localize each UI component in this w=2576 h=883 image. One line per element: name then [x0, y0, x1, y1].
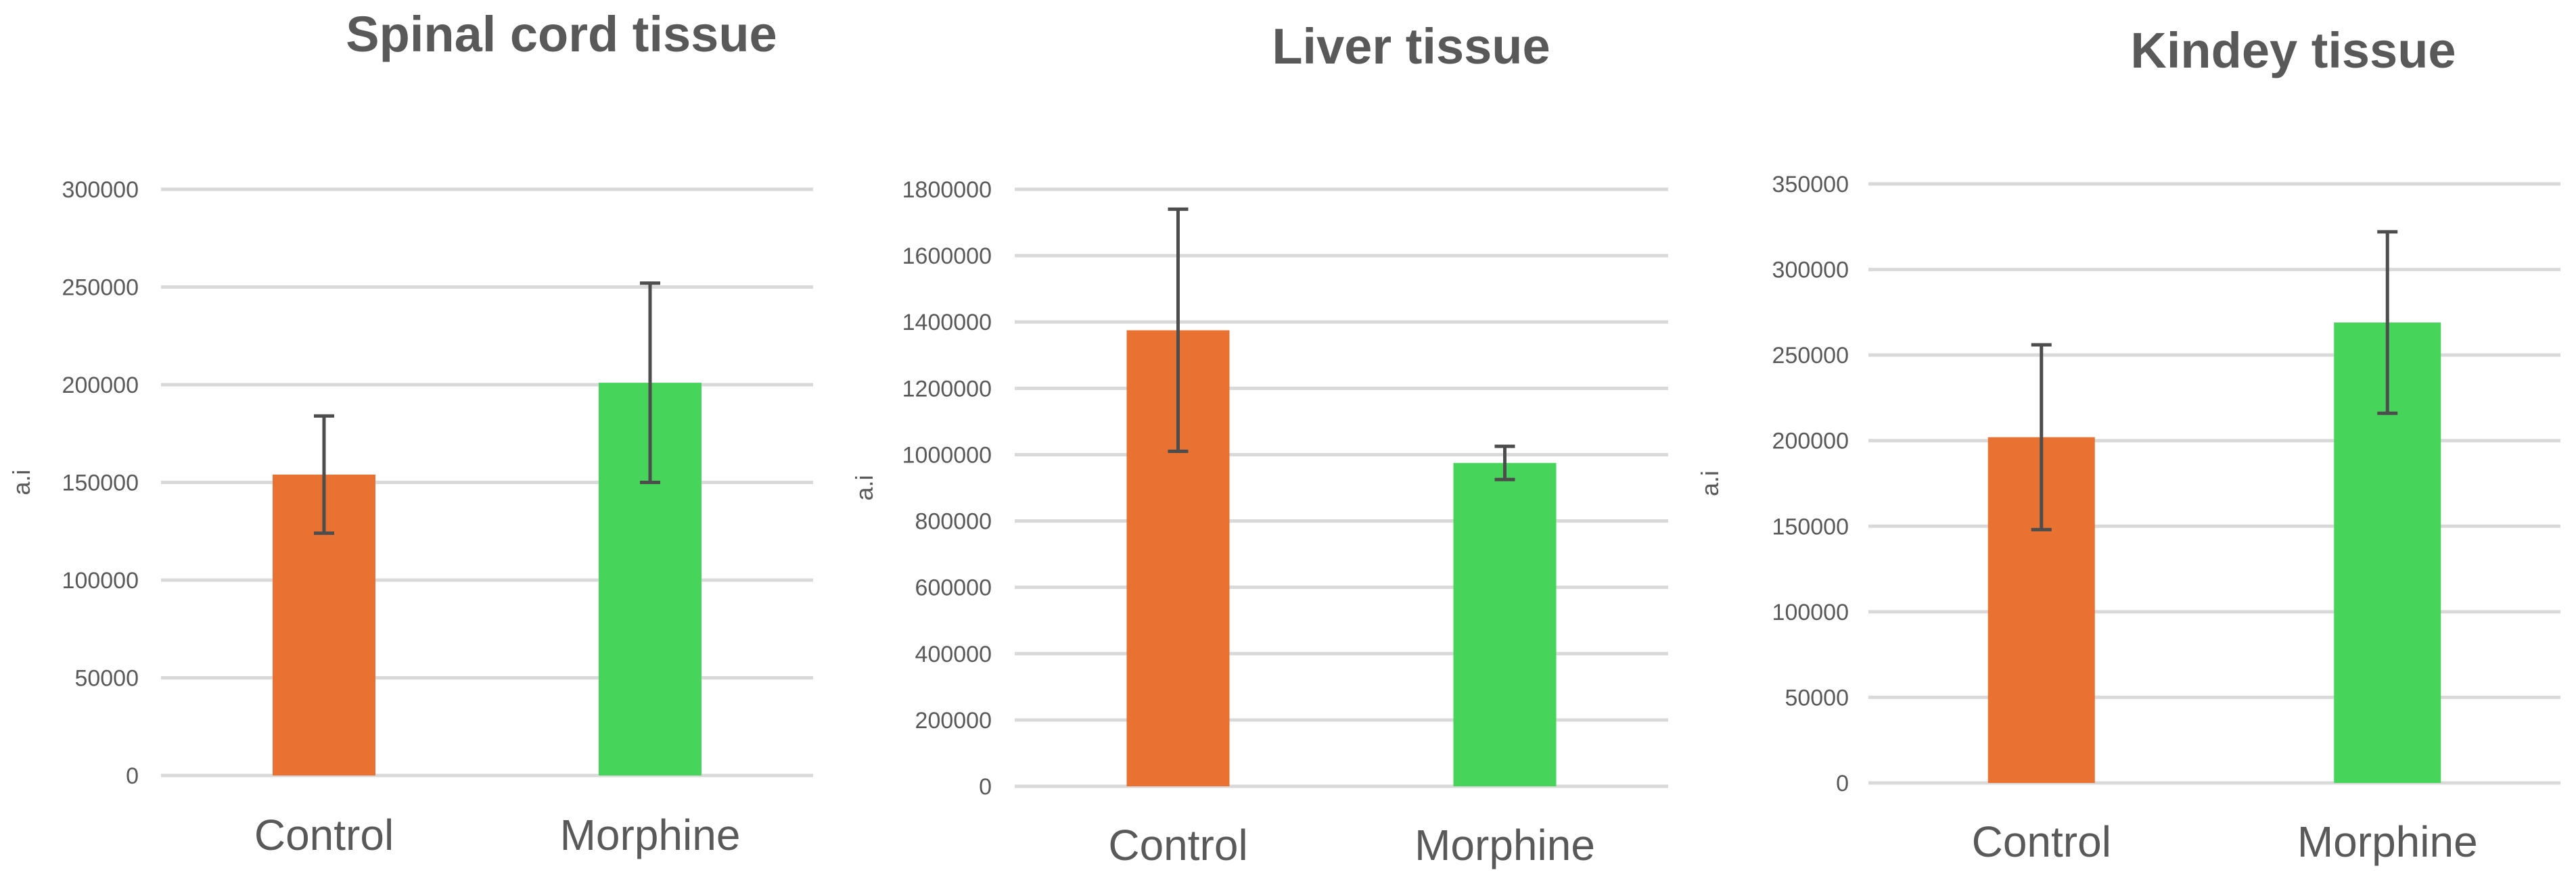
liver-error-bar-control	[1168, 207, 1189, 454]
liver-y-tick-label: 1400000	[902, 310, 992, 335]
spinal-cord-y-tick-label: 100000	[62, 568, 139, 594]
liver-y-axis-title: a.i	[850, 475, 878, 500]
spinal-cord-y-tick-label: 250000	[62, 275, 139, 301]
spinal-cord-y-axis-title: a.i	[7, 469, 35, 495]
kidney-category-label: Control	[1972, 817, 2111, 866]
spinal-cord-y-tick-label: 300000	[62, 177, 139, 203]
liver-y-tick-label: 0	[979, 774, 992, 800]
kidney-error-bar-morphine	[2377, 230, 2398, 415]
liver-bar-morphine	[1453, 462, 1557, 786]
kidney-y-tick-label: 50000	[1785, 685, 1849, 711]
kidney-chart-title: Kindey tissue	[2130, 22, 2456, 78]
spinal-cord-category-label: Control	[254, 811, 394, 859]
kidney-y-tick-label: 250000	[1772, 343, 1849, 368]
spinal-cord-y-tick-label: 0	[126, 763, 139, 789]
kidney-category-label: Morphine	[2297, 817, 2478, 866]
liver-error-bar-morphine	[1494, 444, 1515, 481]
kidney-y-tick-label: 0	[1836, 771, 1849, 796]
spinal-cord-error-bar-morphine	[640, 281, 660, 484]
liver-y-tick-label: 200000	[915, 708, 992, 734]
liver-chart-title: Liver tissue	[1272, 18, 1550, 74]
spinal-cord-chart-title: Spinal cord tissue	[346, 6, 777, 62]
kidney-y-tick-label: 150000	[1772, 514, 1849, 540]
kidney-error-bar-control	[2031, 343, 2052, 531]
liver-y-tick-label: 600000	[915, 575, 992, 601]
liver-y-tick-label: 800000	[915, 509, 992, 535]
kidney-y-tick-label: 350000	[1772, 172, 1849, 197]
spinal-cord-category-label: Morphine	[560, 811, 741, 859]
liver-y-tick-label: 1000000	[902, 442, 992, 468]
liver-category-label: Control	[1108, 821, 1247, 869]
liver-y-tick-label: 400000	[915, 642, 992, 667]
spinal-cord-y-tick-label: 150000	[62, 471, 139, 496]
kidney-y-tick-label: 100000	[1772, 600, 1849, 625]
spinal-cord-error-bar-control	[314, 414, 334, 535]
spinal-cord-y-tick-label: 200000	[62, 373, 139, 398]
liver-chart: Liver tissue 0 200000 400000 600000 800000 100…	[850, 18, 1668, 869]
kidney-y-tick-label: 200000	[1772, 429, 1849, 454]
liver-category-label: Morphine	[1414, 821, 1595, 869]
liver-y-tick-label: 1800000	[902, 177, 992, 203]
liver-y-tick-label: 1600000	[902, 243, 992, 269]
kidney-chart: Kindey tissue 0 50000 100000 150000 200000 250…	[1696, 22, 2560, 866]
kidney-y-axis-title: a.i	[1696, 471, 1724, 496]
liver-y-tick-label: 1200000	[902, 376, 992, 402]
spinal-cord-y-tick-label: 50000	[74, 666, 139, 692]
spinal-cord-chart: Spinal cord tissue 0 50000 100000 150000 2000…	[7, 6, 813, 859]
kidney-y-tick-label: 300000	[1772, 258, 1849, 283]
